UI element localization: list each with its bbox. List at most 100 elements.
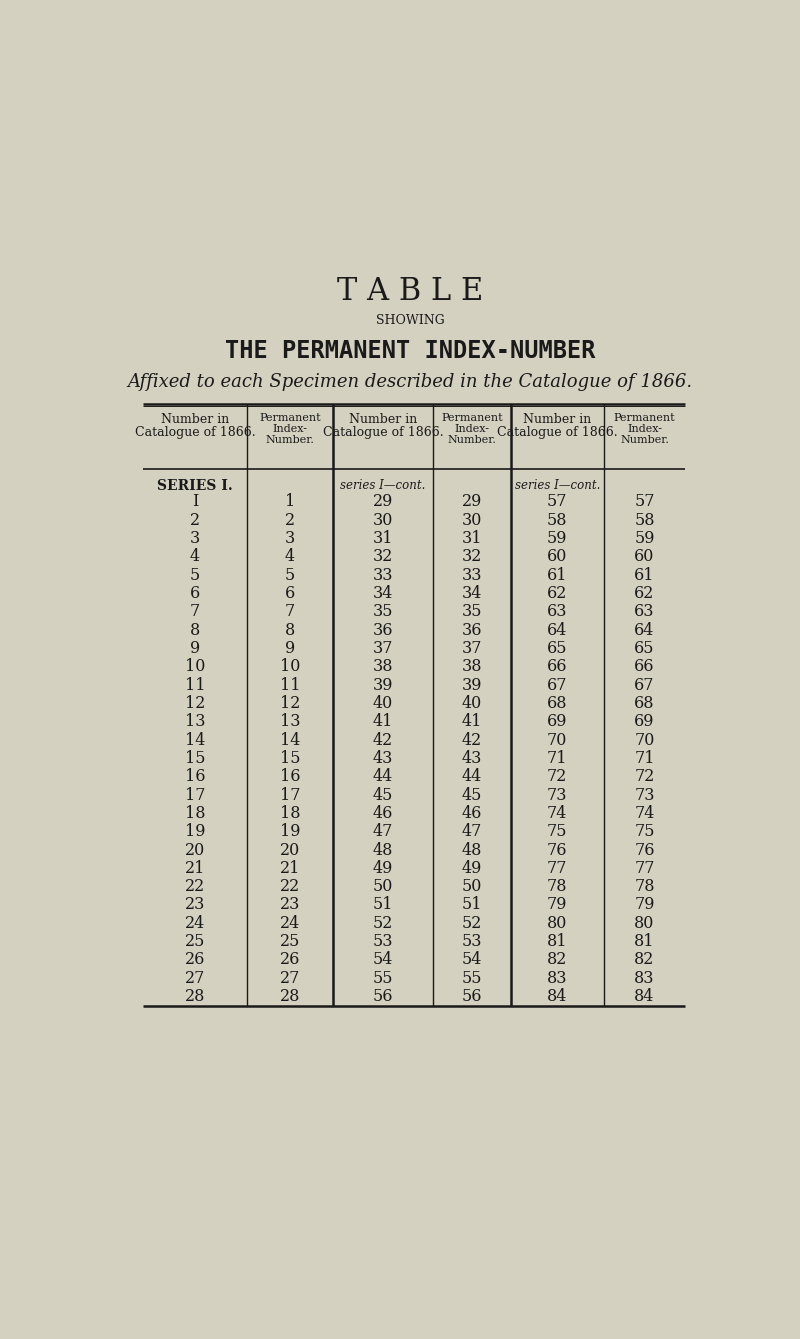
Text: 16: 16 <box>280 769 300 785</box>
Text: 77: 77 <box>634 860 654 877</box>
Text: 44: 44 <box>373 769 393 785</box>
Text: 75: 75 <box>634 823 654 840</box>
Text: 18: 18 <box>185 805 205 822</box>
Text: 9: 9 <box>190 640 200 657</box>
Text: 33: 33 <box>462 566 482 584</box>
Text: 29: 29 <box>462 493 482 510</box>
Text: 12: 12 <box>280 695 300 712</box>
Text: 60: 60 <box>547 548 567 565</box>
Text: 9: 9 <box>285 640 295 657</box>
Text: 13: 13 <box>185 714 205 730</box>
Text: 83: 83 <box>547 969 567 987</box>
Text: 84: 84 <box>634 988 654 1006</box>
Text: THE PERMANENT INDEX-NUMBER: THE PERMANENT INDEX-NUMBER <box>225 339 595 363</box>
Text: 8: 8 <box>190 621 200 639</box>
Text: Catalogue of 1866.: Catalogue of 1866. <box>497 426 618 439</box>
Text: 45: 45 <box>373 786 393 803</box>
Text: 44: 44 <box>462 769 482 785</box>
Text: 76: 76 <box>634 841 654 858</box>
Text: 48: 48 <box>462 841 482 858</box>
Text: 3: 3 <box>285 530 295 546</box>
Text: Number in: Number in <box>161 414 229 426</box>
Text: 82: 82 <box>634 952 654 968</box>
Text: 42: 42 <box>462 731 482 749</box>
Text: 23: 23 <box>185 897 205 913</box>
Text: 26: 26 <box>280 952 300 968</box>
Text: 12: 12 <box>185 695 205 712</box>
Text: 38: 38 <box>373 659 393 675</box>
Text: 49: 49 <box>462 860 482 877</box>
Text: series I—cont.: series I—cont. <box>340 478 426 491</box>
Text: 64: 64 <box>547 621 567 639</box>
Text: 17: 17 <box>280 786 300 803</box>
Text: 21: 21 <box>185 860 205 877</box>
Text: 10: 10 <box>280 659 300 675</box>
Text: 29: 29 <box>373 493 393 510</box>
Text: 57: 57 <box>547 493 567 510</box>
Text: 6: 6 <box>285 585 295 603</box>
Text: 49: 49 <box>373 860 393 877</box>
Text: SERIES I.: SERIES I. <box>157 478 233 493</box>
Text: 81: 81 <box>547 933 567 951</box>
Text: 24: 24 <box>280 915 300 932</box>
Text: 73: 73 <box>547 786 567 803</box>
Text: 14: 14 <box>185 731 205 749</box>
Text: 32: 32 <box>373 548 393 565</box>
Text: 27: 27 <box>185 969 205 987</box>
Text: 37: 37 <box>462 640 482 657</box>
Text: 71: 71 <box>547 750 567 767</box>
Text: 39: 39 <box>373 676 393 694</box>
Text: 69: 69 <box>547 714 567 730</box>
Text: Affixed to each Specimen described in the Catalogue of 1866.: Affixed to each Specimen described in th… <box>127 374 693 391</box>
Text: 74: 74 <box>634 805 654 822</box>
Text: 74: 74 <box>547 805 567 822</box>
Text: 81: 81 <box>634 933 654 951</box>
Text: 23: 23 <box>280 897 300 913</box>
Text: 41: 41 <box>462 714 482 730</box>
Text: 6: 6 <box>190 585 200 603</box>
Text: 20: 20 <box>280 841 300 858</box>
Text: 13: 13 <box>280 714 300 730</box>
Text: 62: 62 <box>634 585 654 603</box>
Text: 43: 43 <box>373 750 393 767</box>
Text: 5: 5 <box>190 566 200 584</box>
Text: 56: 56 <box>373 988 393 1006</box>
Text: 58: 58 <box>634 511 654 529</box>
Text: 76: 76 <box>547 841 567 858</box>
Text: Permanent: Permanent <box>614 414 675 423</box>
Text: 30: 30 <box>462 511 482 529</box>
Text: 55: 55 <box>373 969 393 987</box>
Text: 7: 7 <box>285 604 295 620</box>
Text: 64: 64 <box>634 621 654 639</box>
Text: 25: 25 <box>185 933 205 951</box>
Text: 65: 65 <box>634 640 654 657</box>
Text: Catalogue of 1866.: Catalogue of 1866. <box>322 426 443 439</box>
Text: 4: 4 <box>285 548 295 565</box>
Text: Index-: Index- <box>627 424 662 434</box>
Text: 45: 45 <box>462 786 482 803</box>
Text: 25: 25 <box>280 933 300 951</box>
Text: 27: 27 <box>280 969 300 987</box>
Text: 10: 10 <box>185 659 205 675</box>
Text: 31: 31 <box>462 530 482 546</box>
Text: 16: 16 <box>185 769 205 785</box>
Text: 68: 68 <box>547 695 567 712</box>
Text: 75: 75 <box>547 823 567 840</box>
Text: 20: 20 <box>185 841 205 858</box>
Text: 68: 68 <box>634 695 654 712</box>
Text: 52: 52 <box>462 915 482 932</box>
Text: 36: 36 <box>462 621 482 639</box>
Text: 43: 43 <box>462 750 482 767</box>
Text: 31: 31 <box>373 530 393 546</box>
Text: 61: 61 <box>547 566 567 584</box>
Text: 55: 55 <box>462 969 482 987</box>
Text: 36: 36 <box>373 621 393 639</box>
Text: 54: 54 <box>373 952 393 968</box>
Text: Permanent: Permanent <box>259 414 321 423</box>
Text: 48: 48 <box>373 841 393 858</box>
Text: series I—cont.: series I—cont. <box>514 478 600 491</box>
Text: 7: 7 <box>190 604 200 620</box>
Text: 15: 15 <box>280 750 300 767</box>
Text: 57: 57 <box>634 493 654 510</box>
Text: 53: 53 <box>462 933 482 951</box>
